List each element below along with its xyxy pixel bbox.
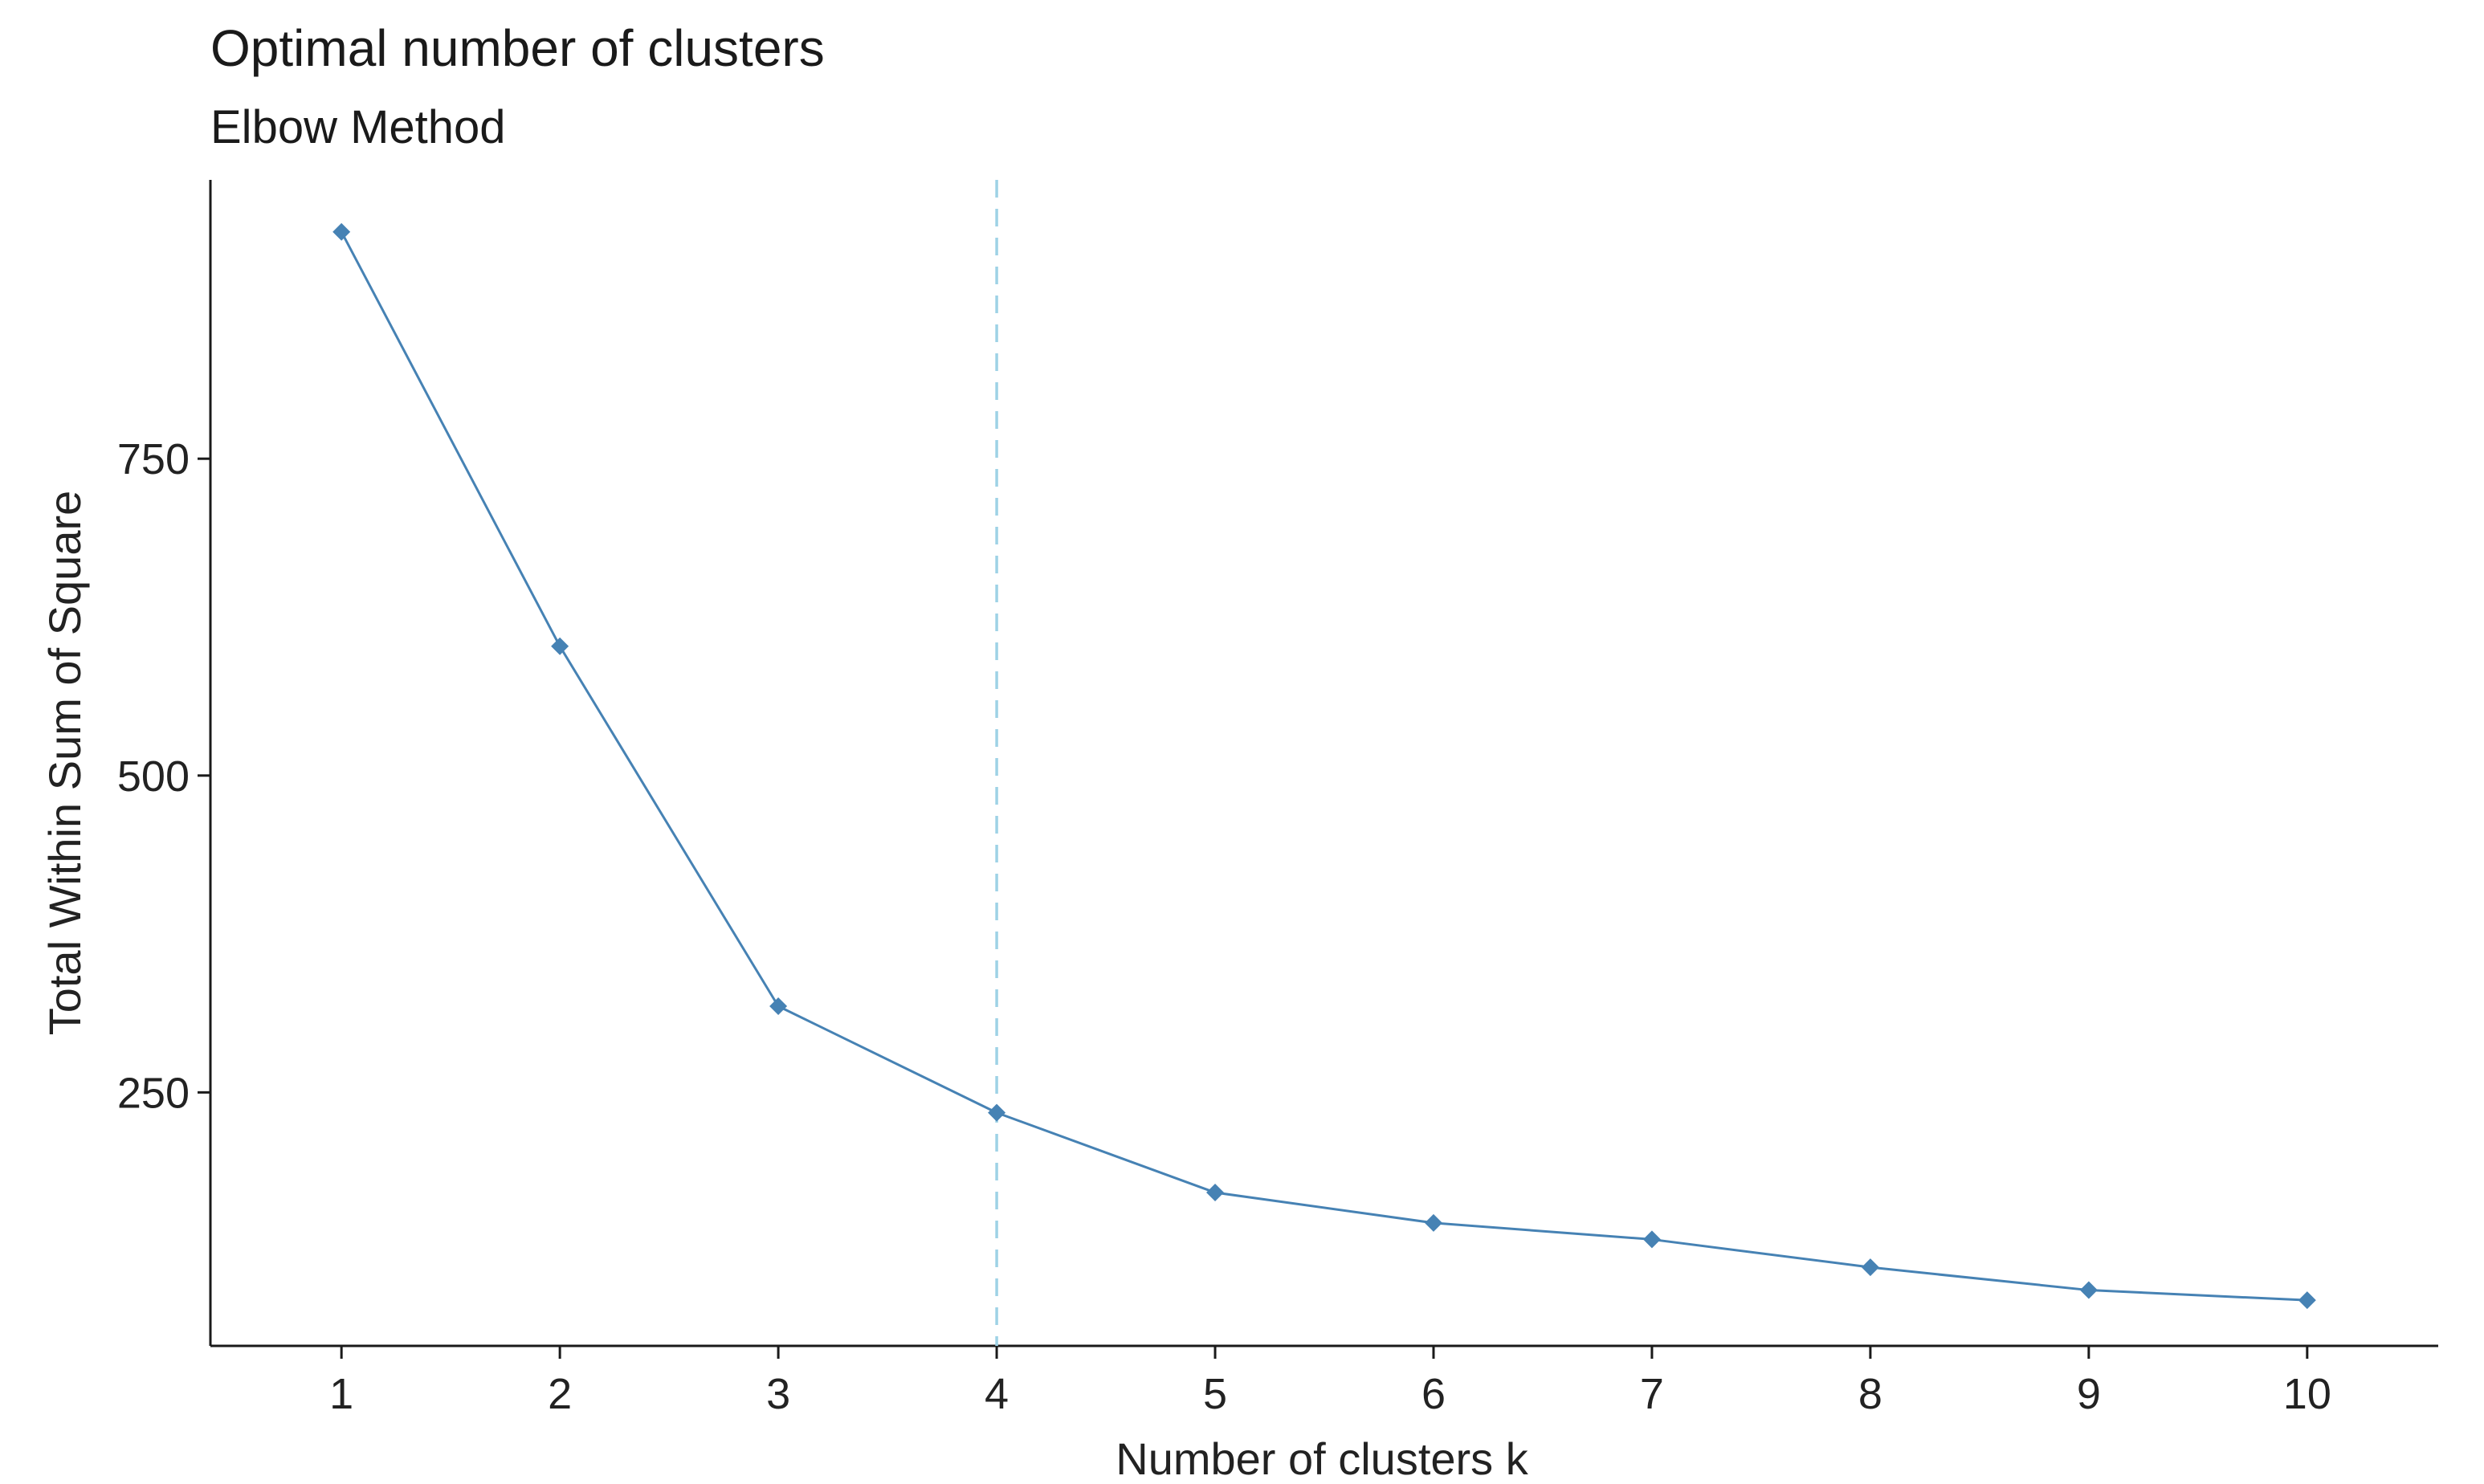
data-point bbox=[988, 1103, 1006, 1122]
y-tick-label: 250 bbox=[117, 1069, 190, 1117]
x-tick-label: 9 bbox=[2077, 1370, 2101, 1418]
y-tick-label: 500 bbox=[117, 752, 190, 801]
data-point bbox=[1642, 1230, 1661, 1249]
x-tick-label: 7 bbox=[1640, 1370, 1664, 1418]
y-axis-title: Total Within Sum of Square bbox=[39, 491, 90, 1036]
x-tick-label: 8 bbox=[1858, 1370, 1882, 1418]
chart-subtitle: Elbow Method bbox=[210, 101, 506, 153]
chart-title: Optimal number of clusters bbox=[210, 19, 825, 77]
x-tick-label: 5 bbox=[1203, 1370, 1227, 1418]
data-point bbox=[769, 997, 788, 1016]
x-tick-label: 6 bbox=[1421, 1370, 1446, 1418]
x-tick-label: 4 bbox=[985, 1370, 1009, 1418]
data-point bbox=[2079, 1281, 2098, 1299]
x-axis-title: Number of clusters k bbox=[1116, 1433, 1528, 1484]
x-tick-label: 2 bbox=[548, 1370, 572, 1418]
data-point bbox=[1424, 1213, 1442, 1232]
data-point bbox=[551, 637, 569, 655]
plot-area: 250 500 750 1 2 3 4 5 6 7 8 9 10 bbox=[117, 180, 2438, 1418]
data-point bbox=[1206, 1184, 1225, 1202]
x-tick-label: 1 bbox=[329, 1370, 353, 1418]
x-tick-label: 10 bbox=[2283, 1370, 2331, 1418]
data-point bbox=[2298, 1291, 2316, 1310]
y-tick-label: 750 bbox=[117, 435, 190, 483]
data-point bbox=[332, 222, 351, 241]
data-point bbox=[1861, 1258, 1879, 1277]
x-tick-label: 3 bbox=[766, 1370, 790, 1418]
series-line bbox=[340, 231, 2307, 1302]
